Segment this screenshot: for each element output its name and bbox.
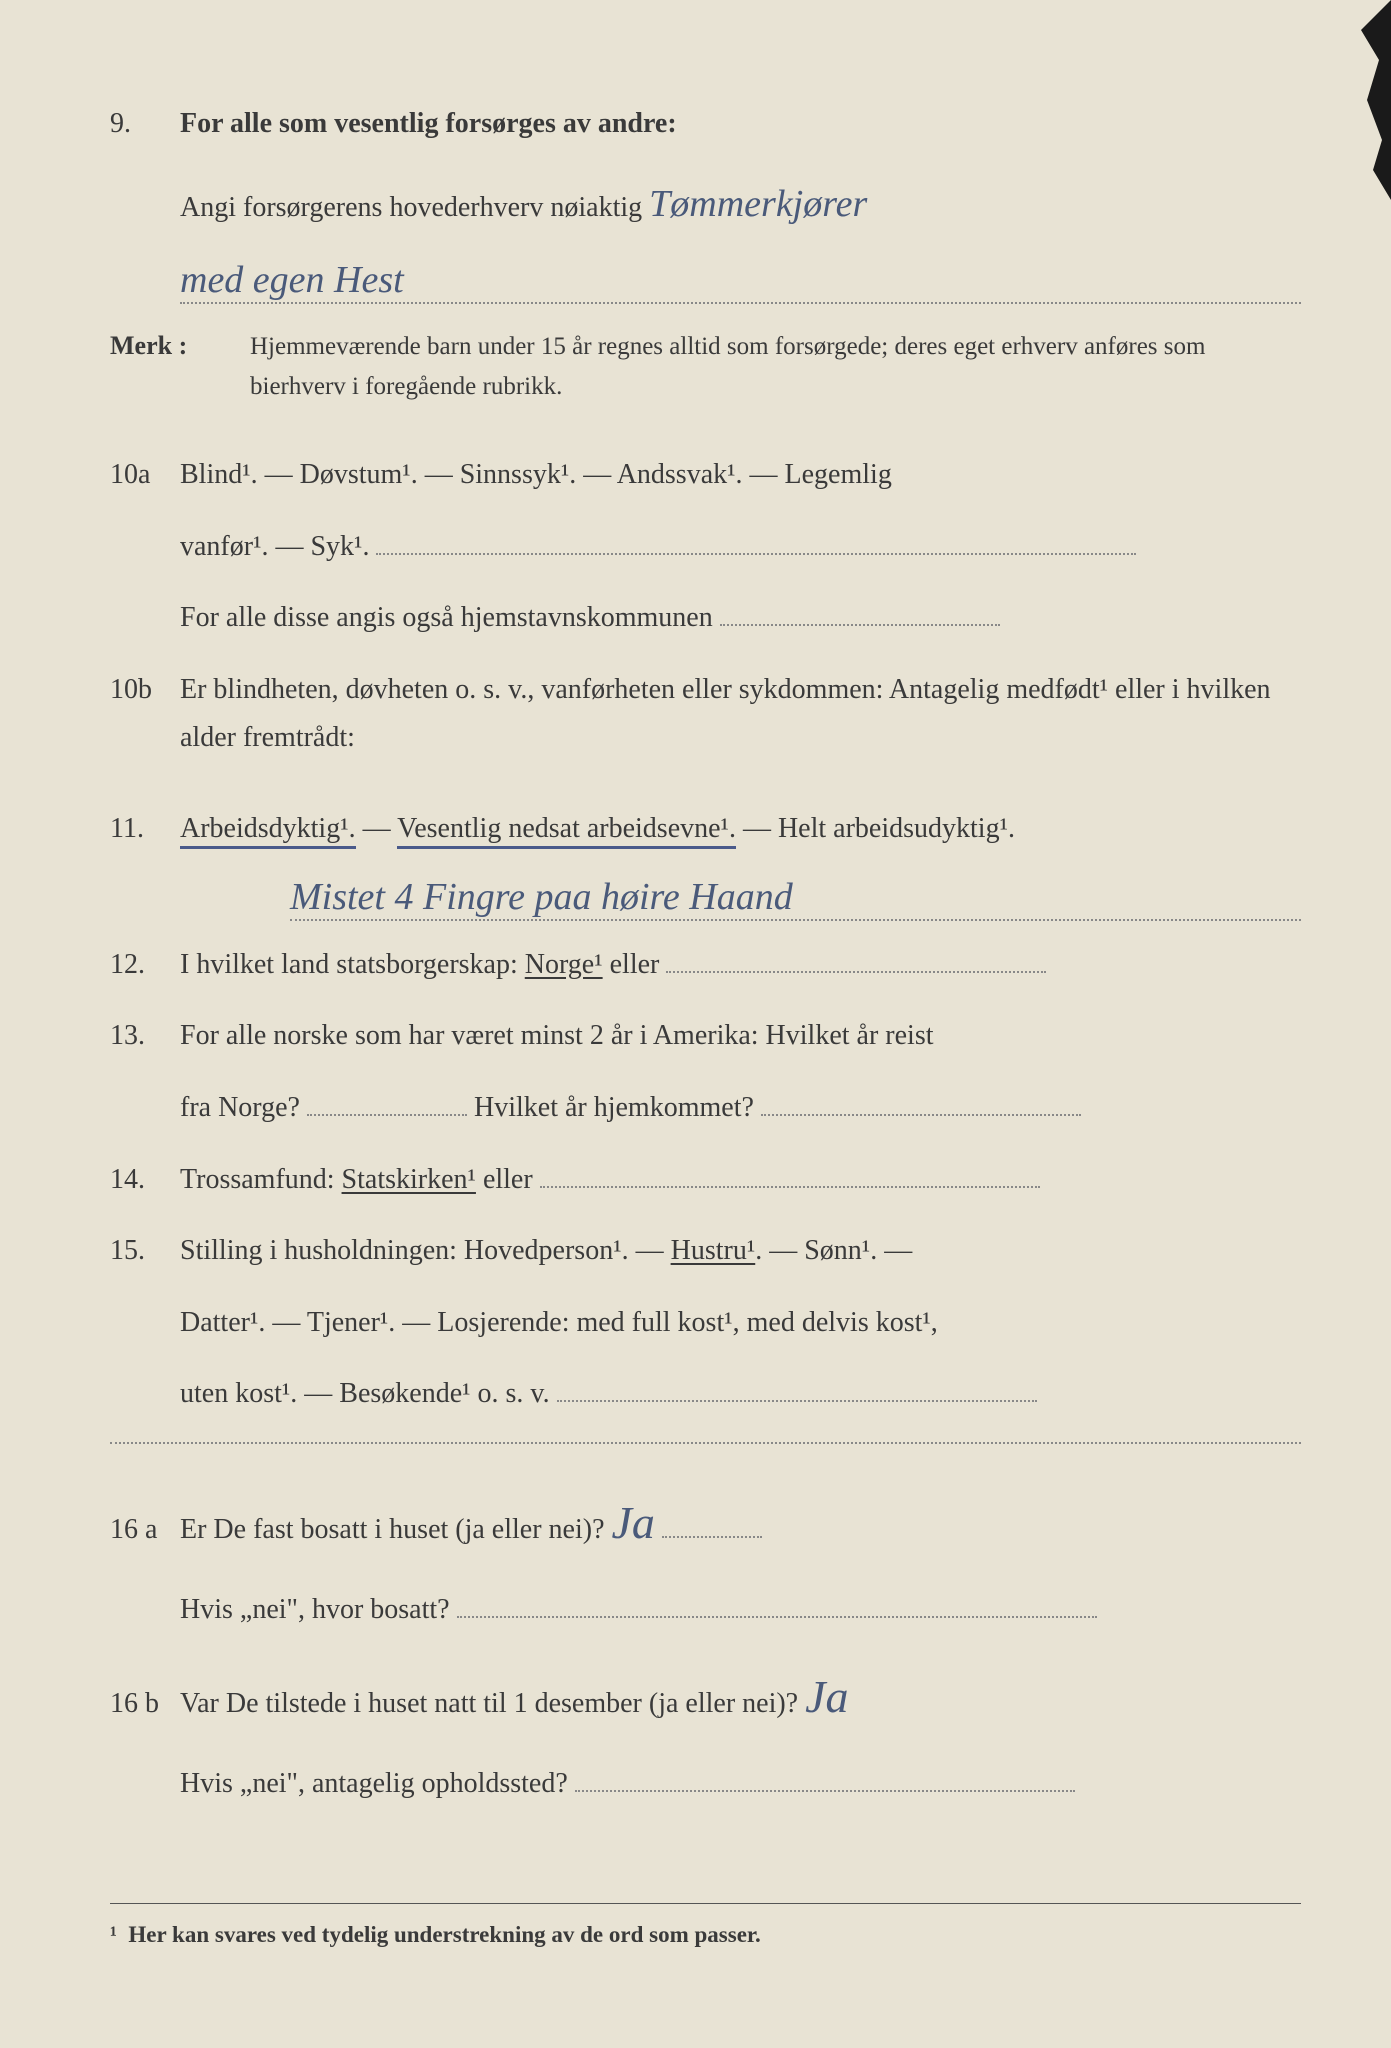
q13-line2a: fra Norge? xyxy=(180,1092,300,1123)
q16b-line1: Var De tilstede i huset natt til 1 desem… xyxy=(180,1658,1301,1736)
q10a-line3: For alle disse angis også hjemstavnskomm… xyxy=(180,594,1301,642)
q14-underlined: Statskirken¹ xyxy=(342,1164,476,1195)
q15-line3: uten kost¹. — Besøkende¹ o. s. v. xyxy=(180,1370,1301,1418)
q9-content: For alle som vesentlig forsørges av andr… xyxy=(180,100,1301,148)
q11-part2: Vesentlig nedsat arbeidsevne¹. xyxy=(397,813,736,849)
q15-number: 15. xyxy=(110,1227,180,1275)
dotted-fill xyxy=(557,1400,1037,1402)
q10a-line2-text: vanfør¹. — Syk¹. xyxy=(180,531,369,562)
q13-line2b: Hvilket år hjemkommet? xyxy=(474,1092,754,1123)
question-12: 12. I hvilket land statsborgerskap: Norg… xyxy=(110,941,1301,989)
q12-text1: I hvilket land statsborgerskap: xyxy=(180,949,518,980)
q14-text1: Trossamfund: xyxy=(180,1164,335,1195)
q15-line3-row: uten kost¹. — Besøkende¹ o. s. v. xyxy=(110,1370,1301,1418)
q14-text2: eller xyxy=(476,1164,533,1195)
q15-underlined: Hustru¹ xyxy=(671,1235,756,1266)
question-16b: 16 b Var De tilstede i huset natt til 1 … xyxy=(110,1658,1301,1736)
q11-handwriting: Mistet 4 Fingre paa høire Haand xyxy=(290,875,793,919)
question-15: 15. Stilling i husholdningen: Hovedperso… xyxy=(110,1227,1301,1275)
q14-number: 14. xyxy=(110,1156,180,1204)
merk-label: Merk : xyxy=(110,324,250,368)
question-16a: 16 a Er De fast bosatt i huset (ja eller… xyxy=(110,1484,1301,1562)
q10b-text: Er blindheten, døvheten o. s. v., vanfør… xyxy=(180,666,1301,761)
q16b-line2-row: Hvis „nei", antagelig opholdssted? xyxy=(110,1760,1301,1808)
dotted-fill xyxy=(575,1790,1075,1792)
dotted-fill xyxy=(307,1114,467,1116)
document-page: 9. For alle som vesentlig forsørges av a… xyxy=(0,0,1391,2048)
merk-row: Merk : Hjemmeværende barn under 15 år re… xyxy=(110,324,1301,407)
q15-line3-text: uten kost¹. — Besøkende¹ o. s. v. xyxy=(180,1378,550,1409)
q12-number: 12. xyxy=(110,941,180,989)
q10a-line2-row: vanfør¹. — Syk¹. xyxy=(110,523,1301,571)
q10a-line3-row: For alle disse angis også hjemstavnskomm… xyxy=(110,594,1301,642)
q11-content: Arbeidsdyktig¹. — Vesentlig nedsat arbei… xyxy=(180,805,1301,853)
q16b-handwriting: Ja xyxy=(805,1671,848,1722)
q15-line2-row: Datter¹. — Tjener¹. — Losjerende: med fu… xyxy=(110,1299,1301,1347)
q16a-line1-text: Er De fast bosatt i huset (ja eller nei)… xyxy=(180,1514,605,1545)
q10a-number: 10a xyxy=(110,451,180,499)
q10a-line2: vanfør¹. — Syk¹. xyxy=(180,523,1301,571)
footnote-text: Her kan svares ved tydelig understreknin… xyxy=(128,1922,760,1947)
q9-handwriting-2: med egen Hest xyxy=(180,258,404,302)
question-14: 14. Trossamfund: Statskirken¹ eller xyxy=(110,1156,1301,1204)
q16a-handwriting: Ja xyxy=(612,1497,655,1548)
question-10a: 10a Blind¹. — Døvstum¹. — Sinnssyk¹. — A… xyxy=(110,451,1301,499)
q15-line1: Stilling i husholdningen: Hovedperson¹. … xyxy=(180,1227,1301,1275)
question-11: 11. Arbeidsdyktig¹. — Vesentlig nedsat a… xyxy=(110,805,1301,853)
footnote-marker: ¹ xyxy=(110,1922,117,1947)
q9-line2-row: Angi forsørgerens hovederhverv nøiaktig … xyxy=(110,172,1301,237)
dotted-fill xyxy=(662,1536,762,1538)
q13-number: 13. xyxy=(110,1012,180,1060)
q16b-number: 16 b xyxy=(110,1680,180,1728)
q11-part1: Arbeidsdyktig¹. xyxy=(180,813,356,849)
q9-bold-text: For alle som vesentlig forsørges av andr… xyxy=(180,108,677,139)
question-9: 9. For alle som vesentlig forsørges av a… xyxy=(110,100,1301,148)
q11-part3: Helt arbeidsudyktig¹. xyxy=(778,813,1015,844)
q11-number: 11. xyxy=(110,805,180,853)
q15-line1b: . — Sønn¹. — xyxy=(755,1235,912,1266)
dotted-fill xyxy=(376,553,1136,555)
q12-text2: eller xyxy=(603,949,660,980)
q16a-line2-row: Hvis „nei", hvor bosatt? xyxy=(110,1586,1301,1634)
q10b-number: 10b xyxy=(110,666,180,714)
question-13: 13. For alle norske som har været minst … xyxy=(110,1012,1301,1060)
q9-hand-line: med egen Hest xyxy=(180,260,1301,304)
q10a-line3-text: For alle disse angis også hjemstavnskomm… xyxy=(180,602,713,633)
merk-text: Hjemmeværende barn under 15 år regnes al… xyxy=(250,327,1301,407)
q11-dash1: — xyxy=(356,813,398,844)
q16a-number: 16 a xyxy=(110,1506,180,1554)
q12-underlined: Norge¹ xyxy=(525,949,603,980)
q13-line2: fra Norge? Hvilket år hjemkommet? xyxy=(180,1084,1301,1132)
q14-content: Trossamfund: Statskirken¹ eller xyxy=(180,1156,1301,1204)
q15-line2: Datter¹. — Tjener¹. — Losjerende: med fu… xyxy=(180,1299,1301,1347)
q9-line2: Angi forsørgerens hovederhverv nøiaktig … xyxy=(180,172,1301,237)
q9-line2-text: Angi forsørgerens hovederhverv nøiaktig xyxy=(180,192,642,223)
q16a-line2-text: Hvis „nei", hvor bosatt? xyxy=(180,1594,450,1625)
question-10b: 10b Er blindheten, døvheten o. s. v., va… xyxy=(110,666,1301,761)
q11-dash2: — xyxy=(736,813,778,844)
q16b-line2: Hvis „nei", antagelig opholdssted? xyxy=(180,1760,1301,1808)
dotted-fill xyxy=(540,1186,1040,1188)
torn-corner xyxy=(1331,0,1391,200)
q11-hand-line: Mistet 4 Fingre paa høire Haand xyxy=(290,877,1301,921)
q16a-line2: Hvis „nei", hvor bosatt? xyxy=(180,1586,1301,1634)
q16b-line1-text: Var De tilstede i huset natt til 1 desem… xyxy=(180,1688,798,1719)
q15-line1a: Stilling i husholdningen: Hovedperson¹. … xyxy=(180,1235,671,1266)
q16b-line2-text: Hvis „nei", antagelig opholdssted? xyxy=(180,1768,568,1799)
q9-number: 9. xyxy=(110,100,180,148)
q13-line1: For alle norske som har været minst 2 år… xyxy=(180,1012,1301,1060)
dotted-fill xyxy=(457,1616,1097,1618)
footnote: ¹ Her kan svares ved tydelig understrekn… xyxy=(110,1903,1301,1948)
dotted-fill xyxy=(666,971,1046,973)
q13-line2-row: fra Norge? Hvilket år hjemkommet? xyxy=(110,1084,1301,1132)
dotted-fill xyxy=(720,624,1000,626)
dotted-fill xyxy=(761,1114,1081,1116)
q16a-line1: Er De fast bosatt i huset (ja eller nei)… xyxy=(180,1484,1301,1562)
q10a-line1: Blind¹. — Døvstum¹. — Sinnssyk¹. — Andss… xyxy=(180,451,1301,499)
q9-handwriting-1: Tømmerkjører xyxy=(649,183,867,225)
q12-content: I hvilket land statsborgerskap: Norge¹ e… xyxy=(180,941,1301,989)
